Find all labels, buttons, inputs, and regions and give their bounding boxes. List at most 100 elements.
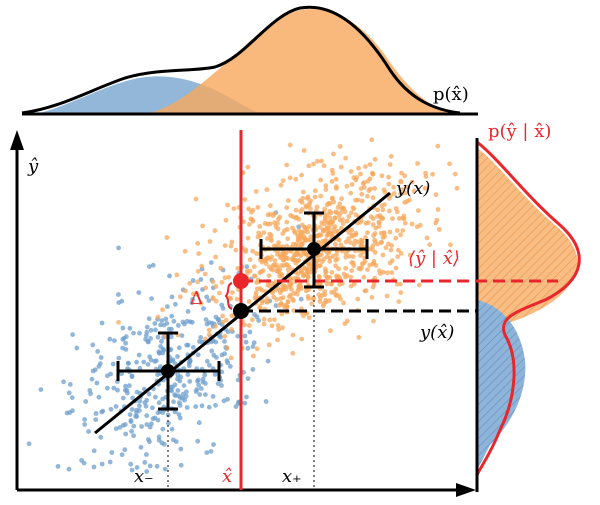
orange-scatter-point: [291, 290, 297, 296]
orange-scatter-point: [346, 214, 352, 219]
blue-scatter-point: [61, 379, 66, 385]
orange-scatter-point: [259, 287, 265, 293]
blue-scatter-point: [143, 403, 149, 409]
blue-scatter-point: [199, 403, 205, 409]
orange-scatter-point: [207, 239, 213, 244]
orange-scatter-point: [295, 271, 301, 277]
orange-scatter-point: [213, 284, 219, 289]
blue-scatter-point: [129, 374, 135, 380]
blue-scatter-point: [116, 292, 121, 297]
orange-scatter-point: [338, 225, 344, 231]
orange-scatter-point: [254, 251, 259, 256]
orange-scatter-point: [393, 235, 399, 241]
orange-scatter-point: [299, 207, 305, 212]
orange-scatter-point: [262, 221, 268, 226]
orange-scatter-point: [324, 225, 330, 231]
blue-scatter-point: [235, 377, 241, 383]
orange-scatter-point: [202, 271, 208, 277]
blue-scatter-point: [208, 260, 214, 265]
orange-scatter-point: [378, 240, 384, 245]
top-orange-density: [150, 9, 450, 113]
orange-scatter-point: [358, 171, 363, 177]
orange-scatter-point: [398, 251, 404, 256]
orange-scatter-point: [359, 243, 364, 249]
orange-scatter-point: [284, 262, 289, 267]
orange-scatter-point: [249, 209, 254, 215]
blue-scatter-point: [159, 339, 164, 344]
blue-scatter-point: [150, 262, 156, 268]
orange-scatter-point: [323, 269, 328, 274]
blue-scatter-point: [244, 264, 250, 270]
orange-scatter-point: [365, 193, 370, 199]
blue-scatter-point: [242, 400, 248, 406]
orange-scatter-point: [343, 239, 349, 245]
orange-scatter-point: [280, 295, 286, 300]
blue-scatter-point: [175, 388, 181, 393]
orange-scatter-point: [261, 316, 267, 322]
orange-scatter-point: [381, 230, 387, 236]
orange-scatter-point: [337, 144, 343, 149]
orange-scatter-point: [367, 162, 373, 167]
orange-scatter-point: [222, 275, 228, 281]
orange-scatter-point: [277, 273, 283, 279]
blue-scatter-point: [91, 464, 97, 470]
blue-scatter-point: [206, 404, 212, 410]
orange-scatter-point: [348, 190, 354, 196]
orange-scatter-point: [270, 213, 276, 219]
orange-scatter-point: [323, 183, 329, 189]
orange-scatter-point: [344, 318, 350, 324]
orange-scatter-point: [333, 263, 338, 269]
orange-scatter-point: [363, 220, 369, 226]
top-marginal-distribution: p(x̂): [21, 5, 478, 116]
orange-scatter-point: [288, 282, 294, 288]
blue-scatter-point: [163, 316, 169, 322]
blue-scatter-point: [220, 306, 226, 311]
blue-scatter-point: [197, 339, 202, 344]
orange-scatter-point: [280, 178, 286, 184]
orange-scatter-point: [305, 294, 311, 299]
orange-scatter-point: [222, 243, 228, 249]
orange-scatter-point: [293, 207, 299, 213]
blue-scatter-point: [156, 350, 162, 356]
orange-scatter-point: [187, 281, 193, 286]
orange-scatter-point: [329, 281, 334, 287]
orange-scatter-point: [369, 137, 375, 143]
orange-scatter-point: [379, 215, 385, 221]
y-hat-axis-label: ŷ: [27, 156, 39, 177]
orange-scatter-point: [266, 342, 272, 348]
blue-scatter-point: [190, 345, 196, 350]
orange-scatter-point: [278, 301, 284, 306]
blue-scatter-point: [134, 414, 140, 419]
blue-scatter-point: [69, 395, 75, 400]
orange-scatter-point: [293, 241, 299, 247]
blue-scatter-point: [179, 333, 185, 338]
orange-scatter-point: [223, 217, 229, 223]
blue-scatter-point: [70, 332, 75, 337]
orange-scatter-point: [196, 251, 202, 256]
blue-scatter-point: [182, 397, 188, 403]
orange-scatter-point: [382, 234, 388, 239]
orange-scatter-point: [372, 186, 377, 191]
orange-scatter-point: [290, 296, 295, 302]
orange-scatter-point: [219, 279, 225, 285]
blue-scatter-point: [213, 339, 219, 345]
orange-scatter-point: [391, 191, 397, 196]
blue-scatter-point: [149, 296, 155, 301]
orange-scatter-point: [436, 227, 442, 232]
orange-scatter-point: [206, 327, 212, 333]
blue-scatter-point: [136, 352, 142, 358]
orange-scatter-point: [287, 142, 293, 148]
orange-scatter-point: [228, 355, 234, 361]
orange-scatter-point: [409, 179, 415, 185]
orange-scatter-point: [348, 274, 354, 280]
orange-scatter-point: [334, 275, 340, 281]
blue-scatter-point: [131, 423, 137, 429]
blue-scatter-point: [67, 382, 73, 387]
orange-scatter-point: [386, 181, 392, 187]
orange-scatter-point: [299, 230, 305, 236]
orange-scatter-point: [257, 224, 263, 229]
blue-scatter-point: [129, 467, 135, 473]
orange-scatter-point: [375, 207, 380, 213]
blue-scatter-point: [92, 367, 98, 373]
orange-scatter-point: [414, 224, 420, 230]
